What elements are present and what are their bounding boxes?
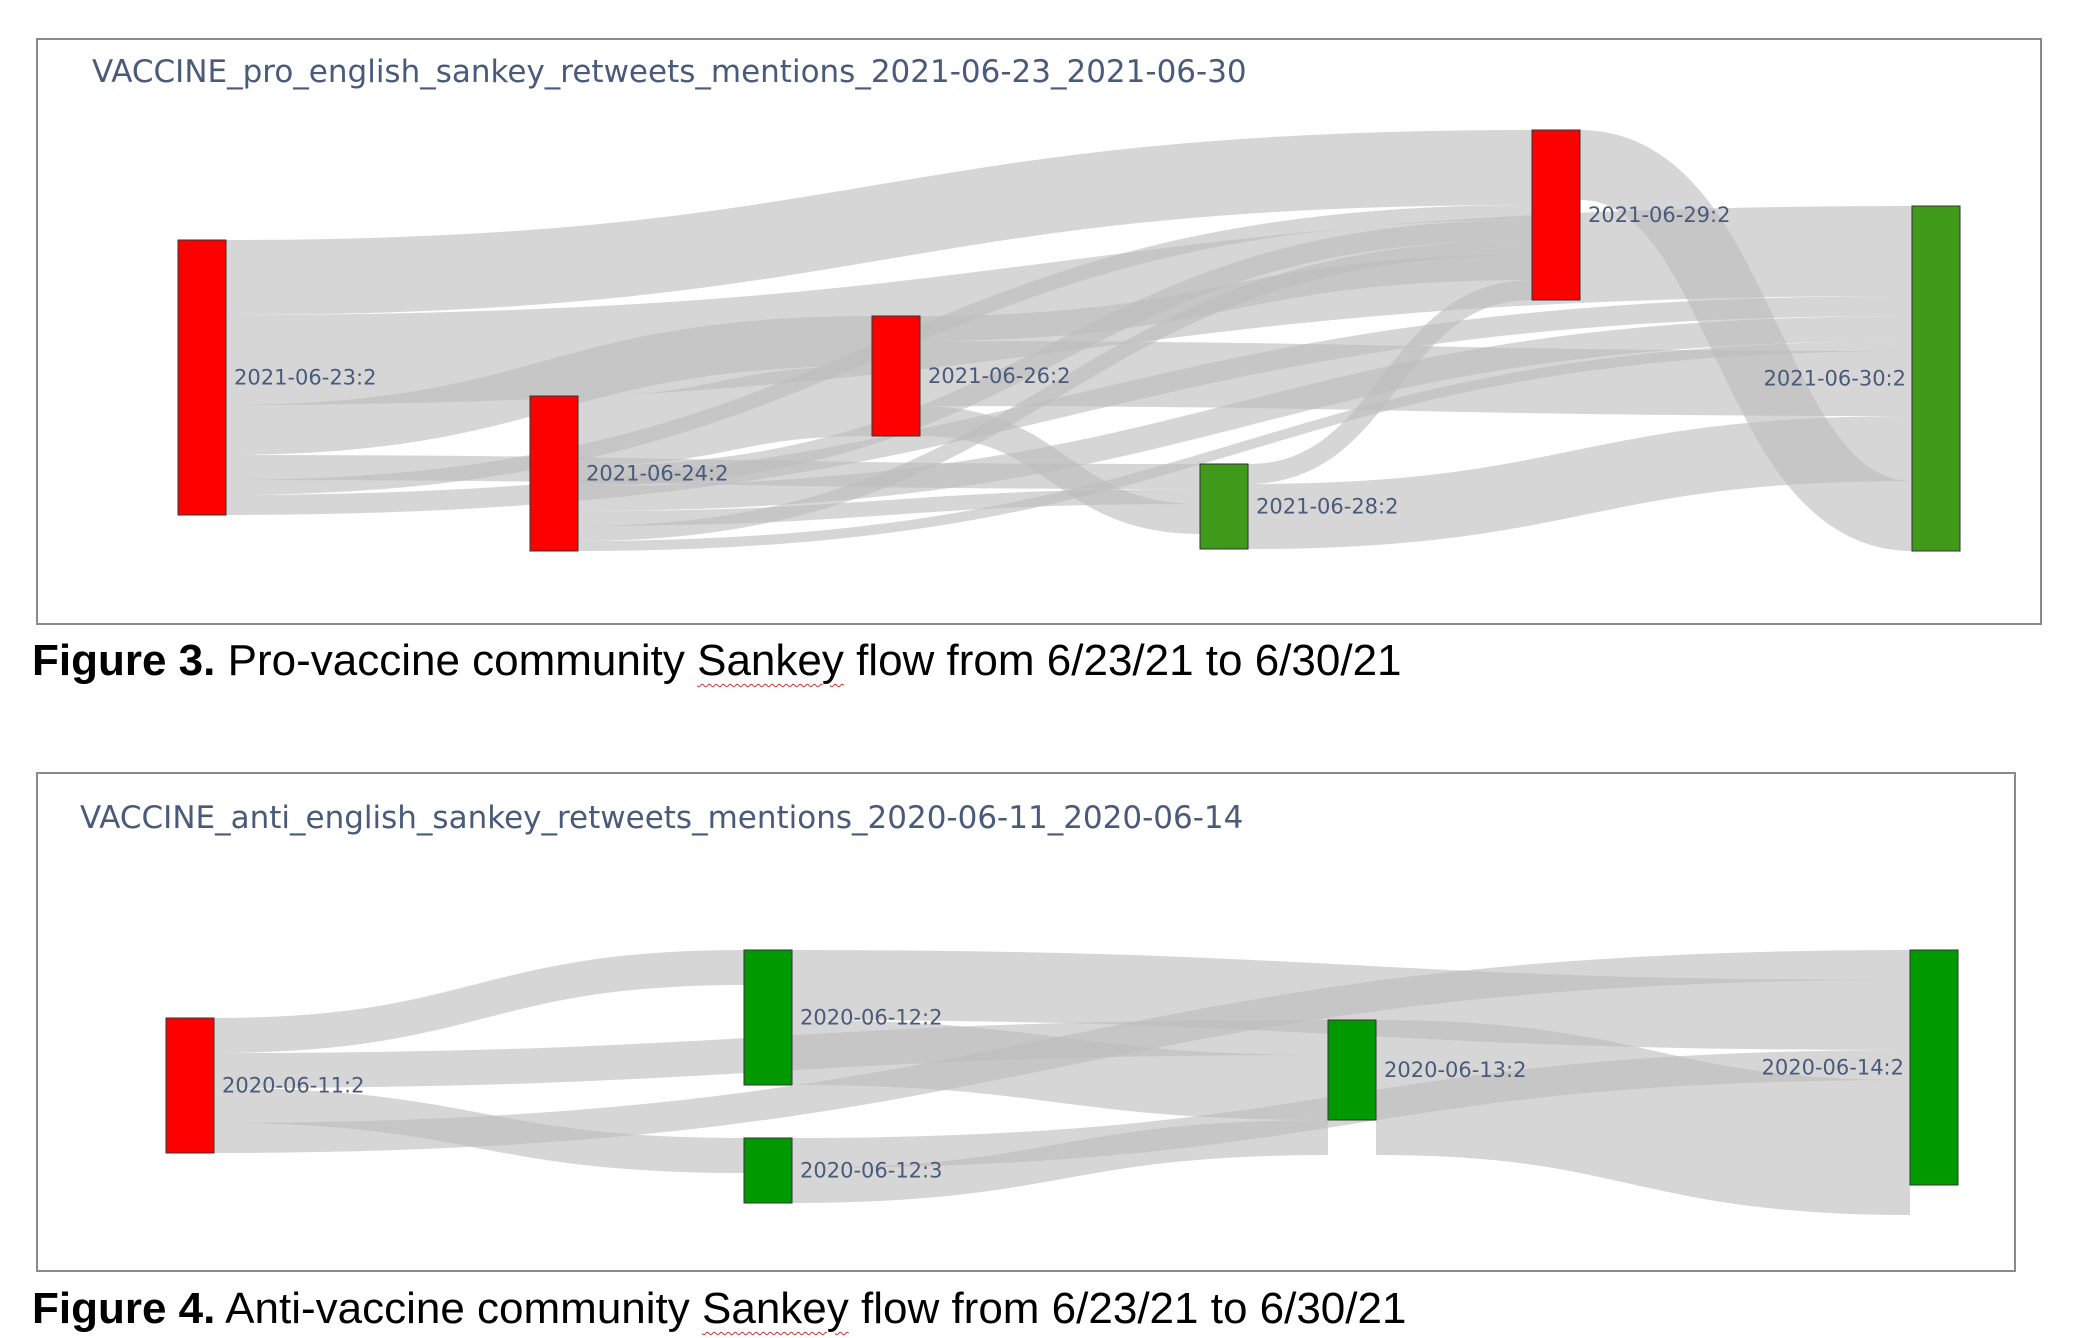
sankey-link — [919, 255, 1533, 341]
node-label: 2020-06-12:2 — [800, 1006, 942, 1030]
caption-word: Sankey — [697, 636, 844, 685]
caption-word: Sankey — [702, 1284, 849, 1333]
sankey-panel-pro: VACCINE_pro_english_sankey_retweets_ment… — [36, 38, 2042, 625]
sankey-link — [919, 406, 1201, 534]
sankey-node — [1911, 205, 1961, 552]
sankey-node — [529, 395, 579, 552]
node-label: 2020-06-14:2 — [1762, 1056, 1904, 1080]
links-layer — [213, 950, 1911, 1215]
node-label: 2021-06-23:2 — [234, 366, 376, 390]
labels-layer: 2021-06-23:2 2021-06-24:2 2021-06-26:2 2021… — [234, 203, 1906, 519]
sankey-link — [1577, 130, 1915, 551]
caption-text: flow from 6/23/21 to 6/30/21 — [843, 636, 1402, 685]
sankey-node — [165, 1017, 215, 1154]
sankey-chart-pro: VACCINE_pro_english_sankey_retweets_ment… — [92, 54, 1961, 552]
sankey-link — [577, 366, 873, 466]
figure-caption: Figure 4. Anti-vaccine community Sankey … — [32, 1284, 1406, 1334]
sankey-chart-anti: VACCINE_anti_english_sankey_retweets_men… — [80, 800, 1959, 1215]
sankey-link — [791, 950, 1911, 1050]
node-label: 2021-06-26:2 — [928, 364, 1070, 388]
sankey-link — [791, 1120, 1329, 1203]
sankey-link — [577, 316, 1913, 511]
figure-label: Figure 3. — [32, 636, 216, 685]
chart-title: VACCINE_pro_english_sankey_retweets_ment… — [92, 54, 1247, 90]
sankey-node — [743, 949, 793, 1086]
sankey-link — [1247, 280, 1533, 484]
node-label: 2021-06-24:2 — [586, 462, 728, 486]
sankey-link — [225, 206, 1913, 405]
sankey-link — [225, 130, 1533, 315]
chart-title: VACCINE_anti_english_sankey_retweets_men… — [80, 800, 1243, 836]
sankey-link — [1375, 1020, 1911, 1215]
figure-label: Figure 4. — [32, 1284, 216, 1333]
node-label: 2021-06-29:2 — [1588, 203, 1730, 227]
sankey-link — [791, 1020, 1329, 1120]
node-label: 2021-06-30:2 — [1764, 367, 1906, 391]
nodes-layer — [165, 949, 1959, 1204]
caption-text: Anti-vaccine community — [225, 1284, 702, 1333]
node-label: 2020-06-13:2 — [1384, 1058, 1526, 1082]
sankey-link — [213, 950, 745, 1053]
sankey-link — [919, 341, 1913, 416]
sankey-node — [1909, 949, 1959, 1186]
node-label: 2020-06-11:2 — [222, 1074, 364, 1098]
sankey-node — [1327, 1019, 1377, 1121]
node-label: 2020-06-12:3 — [800, 1159, 942, 1183]
nodes-layer — [177, 129, 1961, 552]
sankey-node — [1531, 129, 1581, 301]
caption-text: Pro-vaccine community — [227, 636, 698, 685]
labels-layer: 2020-06-11:2 2020-06-12:2 2020-06-12:3 2020… — [222, 1006, 1904, 1183]
figure-caption: Figure 3. Pro-vaccine community Sankey f… — [32, 636, 1402, 686]
sankey-node — [1199, 463, 1249, 550]
sankey-panel-anti: VACCINE_anti_english_sankey_retweets_men… — [36, 772, 2016, 1272]
node-label: 2021-06-28:2 — [1256, 495, 1398, 519]
sankey-link — [225, 316, 873, 455]
sankey-node — [743, 1137, 793, 1204]
caption-text: flow from 6/23/21 to 6/30/21 — [848, 1284, 1407, 1333]
sankey-node — [871, 315, 921, 437]
sankey-node — [177, 239, 227, 516]
